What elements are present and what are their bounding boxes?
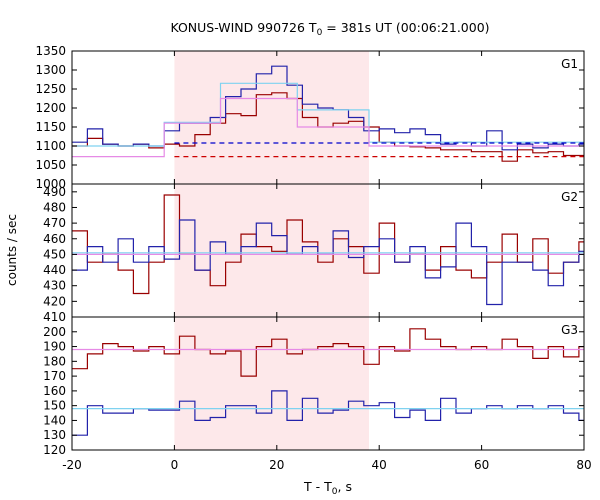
- panel-g3-ytick-label: 190: [43, 340, 66, 354]
- panel-g3-ytick-label: 200: [43, 325, 66, 339]
- panel-g3-ytick-label: 120: [43, 443, 66, 457]
- xtick-label: -20: [62, 458, 82, 472]
- panel-g3-ytick-label: 150: [43, 399, 66, 413]
- panel-g1-ytick-label: 1200: [35, 101, 66, 115]
- panel-g3-frame: [71, 316, 585, 451]
- xtick-label: 80: [576, 458, 591, 472]
- y-axis-label: counts / sec: [5, 214, 19, 286]
- panel-g1-series-3: [72, 97, 584, 158]
- panel-g3-ytick-label: 140: [43, 413, 66, 427]
- panel-g3-ytick-label: 130: [43, 428, 66, 442]
- panel-g2-ytick-label: 440: [43, 263, 66, 277]
- panel-g1-ytick-label: 1050: [35, 158, 66, 172]
- panel-g3-series-0: [72, 328, 584, 377]
- panel-g1-ytick-label: 1100: [35, 139, 66, 153]
- panel-g1-ytick-label: 1250: [35, 82, 66, 96]
- chart-title: KONUS-WIND 990726 T0 = 381s UT (00:06:21…: [170, 20, 489, 38]
- x-axis-label: T - T0, s: [303, 479, 352, 497]
- xtick-label: 40: [372, 458, 387, 472]
- panel-g2-ytick-label: 410: [43, 310, 66, 324]
- panel-g2-ytick-label: 420: [43, 294, 66, 308]
- panel-g2-ytick-label: 460: [43, 232, 66, 246]
- panel-g1-ytick-label: 1300: [35, 63, 66, 77]
- panel-g3-ytick-label: 160: [43, 384, 66, 398]
- panel-g1-ytick-label: 1150: [35, 120, 66, 134]
- panel-g3-ytick-label: 180: [43, 354, 66, 368]
- panel-g1-ytick-label: 1350: [35, 44, 66, 58]
- panel-g1-label: G1: [561, 57, 578, 71]
- plot-area: 10001050110011501200125013001350G1410420…: [35, 44, 591, 472]
- panel-g2-ytick-label: 470: [43, 216, 66, 230]
- panel-g2-ytick-label: 450: [43, 247, 66, 261]
- xtick-label: 20: [269, 458, 284, 472]
- panel-g2-ytick-label: 480: [43, 200, 66, 214]
- panel-g3-label: G3: [561, 323, 578, 337]
- xtick-label: 60: [474, 458, 489, 472]
- panel-g2-ytick-label: 430: [43, 279, 66, 293]
- xtick-label: 0: [171, 458, 179, 472]
- panel-g3-ytick-label: 170: [43, 369, 66, 383]
- panel-g2-label: G2: [561, 190, 578, 204]
- panel-g2-ytick-label: 490: [43, 185, 66, 199]
- panel-g1-ytick-label: 1000: [35, 177, 66, 191]
